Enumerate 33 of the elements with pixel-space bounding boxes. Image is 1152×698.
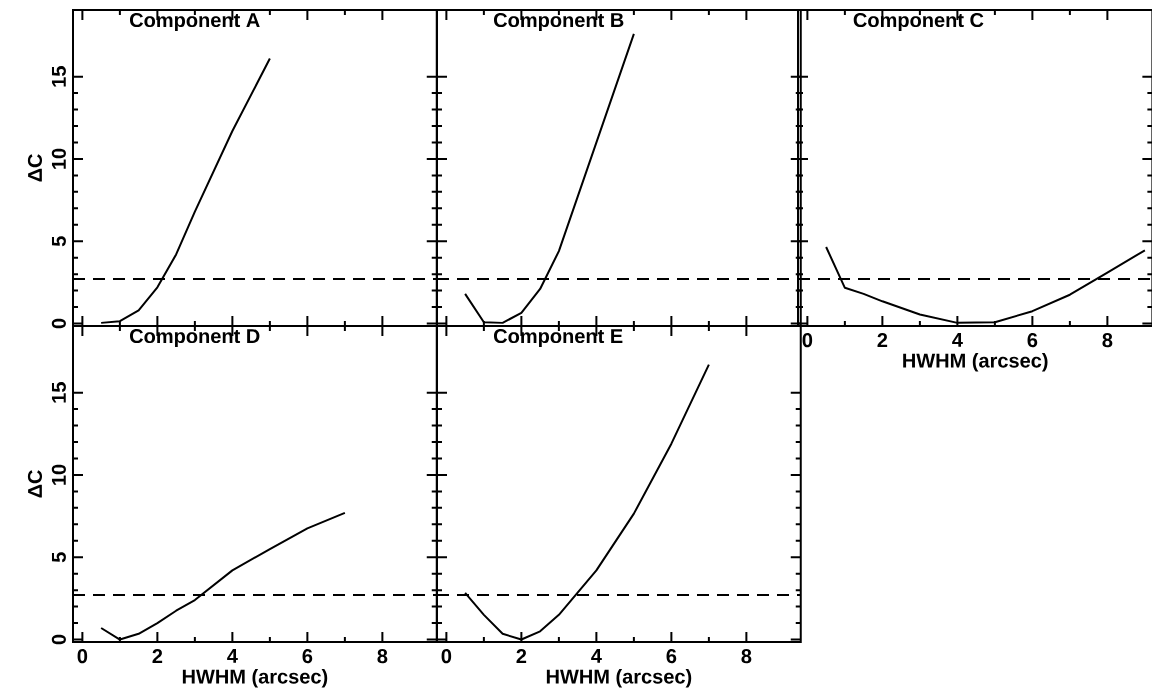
x-tick-label: 8 bbox=[741, 649, 752, 664]
x-tick-label: 2 bbox=[877, 333, 888, 348]
y-axis-title: ΔC bbox=[27, 154, 43, 182]
x-tick-label: 2 bbox=[152, 649, 163, 664]
x-tick-label: 0 bbox=[441, 649, 452, 664]
x-tick-label: 8 bbox=[377, 649, 388, 664]
x-tick-label: 6 bbox=[302, 649, 313, 664]
y-tick-label: 5 bbox=[51, 236, 66, 247]
y-tick-label: 15 bbox=[51, 382, 66, 403]
y-tick-label: 10 bbox=[51, 464, 66, 485]
x-tick-label: 6 bbox=[666, 649, 677, 664]
x-tick-label: 4 bbox=[952, 333, 963, 347]
x-tick-label: 8 bbox=[1102, 333, 1113, 348]
chart-title: Component A bbox=[129, 12, 260, 32]
x-tick-label: 0 bbox=[802, 333, 813, 348]
x-axis-title: HWHM (arcsec) bbox=[182, 668, 328, 688]
chart-title: Component B bbox=[493, 12, 624, 32]
y-tick-label: 5 bbox=[51, 552, 66, 563]
y-tick-label: 0 bbox=[51, 634, 66, 645]
y-tick-label: 0 bbox=[51, 318, 66, 329]
x-tick-label: 0 bbox=[77, 649, 88, 664]
x-tick-label: 6 bbox=[1027, 333, 1038, 348]
y-axis-title: ΔC bbox=[27, 470, 43, 498]
y-tick-label: 10 bbox=[51, 148, 66, 169]
x-tick-label: 2 bbox=[516, 649, 527, 664]
x-axis-title: HWHM (arcsec) bbox=[546, 668, 692, 688]
x-tick-label: 4 bbox=[227, 649, 238, 663]
chart-title: Component D bbox=[129, 328, 260, 348]
x-tick-label: 4 bbox=[591, 649, 602, 663]
chart-title: Component C bbox=[853, 12, 984, 32]
x-axis-title: HWHM (arcsec) bbox=[903, 352, 1048, 372]
y-tick-label: 15 bbox=[51, 66, 66, 87]
chart-title: Component E bbox=[493, 328, 623, 348]
